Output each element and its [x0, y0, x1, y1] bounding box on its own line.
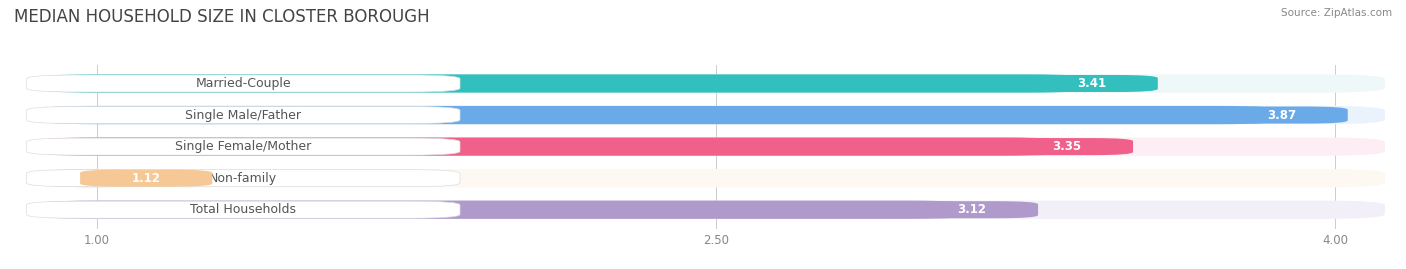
- FancyBboxPatch shape: [35, 137, 1067, 156]
- FancyBboxPatch shape: [27, 75, 460, 92]
- FancyBboxPatch shape: [35, 137, 1385, 156]
- Text: 3.41: 3.41: [1077, 77, 1107, 90]
- Text: 3.87: 3.87: [1267, 109, 1296, 122]
- FancyBboxPatch shape: [905, 201, 1038, 218]
- FancyBboxPatch shape: [35, 201, 1385, 219]
- FancyBboxPatch shape: [27, 201, 460, 218]
- FancyBboxPatch shape: [35, 169, 1385, 187]
- FancyBboxPatch shape: [35, 106, 1282, 124]
- Text: Total Households: Total Households: [190, 203, 297, 216]
- Text: Single Male/Father: Single Male/Father: [186, 109, 301, 122]
- FancyBboxPatch shape: [27, 107, 460, 123]
- Text: Non-family: Non-family: [209, 172, 277, 185]
- FancyBboxPatch shape: [80, 170, 212, 187]
- Text: Single Female/Mother: Single Female/Mother: [176, 140, 311, 153]
- FancyBboxPatch shape: [1216, 107, 1348, 123]
- FancyBboxPatch shape: [1026, 75, 1157, 92]
- FancyBboxPatch shape: [35, 74, 1091, 93]
- Text: 3.35: 3.35: [1053, 140, 1081, 153]
- FancyBboxPatch shape: [27, 138, 460, 155]
- FancyBboxPatch shape: [35, 106, 1385, 124]
- Text: 1.12: 1.12: [132, 172, 160, 185]
- FancyBboxPatch shape: [35, 169, 146, 187]
- Text: Married-Couple: Married-Couple: [195, 77, 291, 90]
- FancyBboxPatch shape: [35, 74, 1385, 93]
- FancyBboxPatch shape: [27, 170, 460, 187]
- FancyBboxPatch shape: [1001, 138, 1133, 155]
- Text: 3.12: 3.12: [957, 203, 987, 216]
- Text: Source: ZipAtlas.com: Source: ZipAtlas.com: [1281, 8, 1392, 18]
- FancyBboxPatch shape: [35, 201, 972, 219]
- Text: MEDIAN HOUSEHOLD SIZE IN CLOSTER BOROUGH: MEDIAN HOUSEHOLD SIZE IN CLOSTER BOROUGH: [14, 8, 430, 26]
